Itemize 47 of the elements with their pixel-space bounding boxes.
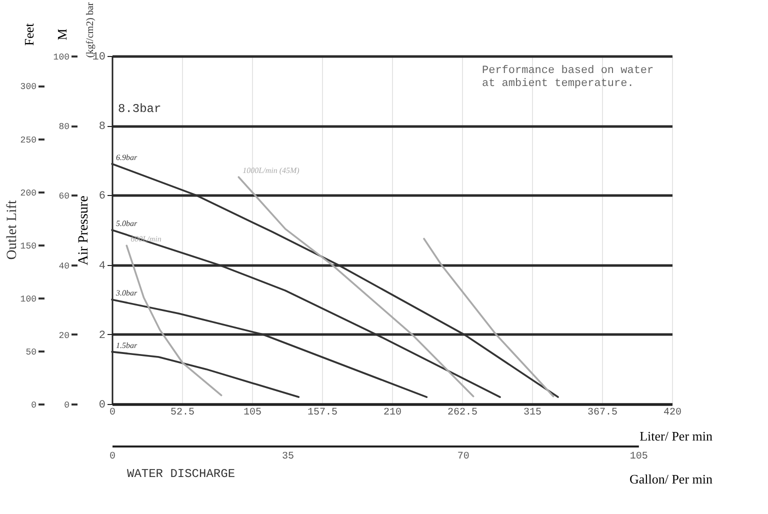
y3-tick-label: 300 — [20, 82, 36, 92]
x2-tick-label: 0 — [109, 452, 116, 462]
x-tick-label: 262.5 — [447, 408, 478, 418]
series-label: 1.5bar — [116, 340, 138, 350]
y-tick-label: 6 — [98, 190, 106, 203]
y2-tick-label: 100 — [53, 52, 70, 62]
x-tick-label: 0 — [109, 408, 116, 418]
x-tick-label: 105 — [243, 408, 262, 418]
x-tick-label: 52.5 — [170, 408, 195, 418]
y2-tick-label: 20 — [58, 330, 70, 341]
y-tick-label: 8 — [98, 121, 106, 134]
y-tick-label: 2 — [98, 330, 106, 342]
line-series — [111, 350, 300, 398]
x2-tick-label: 35 — [282, 452, 294, 462]
annotation: 8.3bar — [118, 102, 162, 116]
x2-axis-title: Gallon/ Per min — [629, 472, 713, 486]
text: WATER DISCHARGE — [127, 467, 236, 481]
x-tick-label: 367.5 — [587, 408, 618, 418]
y3-tick-label: 0 — [31, 400, 36, 410]
line-series — [238, 176, 474, 398]
y-tick-label: 4 — [98, 260, 106, 272]
y2-tick-label: 40 — [58, 261, 70, 272]
y3-axis-title: Feet — [22, 22, 36, 46]
x-tick-label: 420 — [663, 408, 682, 418]
y3-tick-label: 250 — [20, 135, 36, 146]
y2-tick-label: 80 — [58, 122, 70, 132]
y3-tick-label: 200 — [20, 188, 36, 198]
series-label: 5.0bar — [116, 219, 138, 228]
y2-tick-label: 60 — [58, 192, 70, 202]
x-axis-title: Liter/ Per min — [640, 428, 713, 444]
series-label: 3.0bar — [115, 288, 138, 298]
y2-tick-label: 0 — [64, 400, 70, 410]
series-label: 1000L/min (45M) — [242, 166, 300, 176]
series-label: 6.9bar — [116, 152, 138, 162]
x-tick-label: 315 — [523, 408, 542, 418]
line-series — [423, 238, 554, 398]
text: Outlet Lift — [5, 200, 20, 260]
x2-tick-label: 70 — [457, 452, 470, 462]
x-tick-label: 210 — [383, 408, 402, 418]
y-axis-title: Air Pressure — [76, 196, 92, 266]
y2-axis-title: M — [54, 28, 70, 40]
y3-tick-label: 50 — [26, 347, 36, 358]
y3-tick-label: 100 — [20, 294, 36, 304]
y3-tick-label: 150 — [20, 241, 36, 252]
annotation: Performance based on water at ambient temperature. — [482, 65, 654, 90]
x-tick-label: 157.5 — [307, 408, 338, 418]
x2-tick-label: 105 — [630, 452, 648, 462]
